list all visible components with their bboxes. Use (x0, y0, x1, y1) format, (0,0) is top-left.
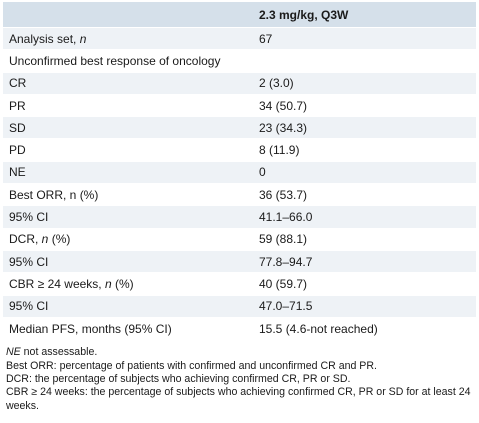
row-label: CBR ≥ 24 weeks, (9, 276, 105, 291)
row-value-cell: 8 (11.9) (253, 138, 476, 162)
row-label: PR (9, 98, 26, 113)
row-label-cell: PR (3, 94, 253, 118)
row-label-italic: n (41, 232, 49, 247)
table-row: CR 2 (3.0) (3, 72, 476, 95)
row-value-cell: 67 (253, 27, 476, 51)
row-value-cell: 59 (88.1) (253, 228, 476, 251)
row-label-cell: 95% CI (3, 295, 253, 318)
row-label-cell: 95% CI (3, 250, 253, 274)
row-label-cell: CR (3, 72, 253, 95)
document-page: 2.3 mg/kg, Q3W Analysis set, n 67 Unconfir… (0, 2, 479, 413)
row-label-cell: Analysis set, n (3, 27, 253, 51)
row-label-cell: Best ORR, n (%) (3, 183, 253, 207)
footnote-ne: NE not assessable. (6, 346, 472, 359)
row-label: 95% CI (9, 210, 49, 225)
table-row: Unconfirmed best response of oncology (3, 49, 476, 73)
row-value-cell: 34 (50.7) (253, 94, 476, 118)
row-label: 95% CI (9, 299, 49, 314)
results-table: 2.3 mg/kg, Q3W Analysis set, n 67 Unconfir… (3, 2, 476, 341)
row-value-cell: 23 (34.3) (253, 116, 476, 140)
row-label-cell: NE (3, 161, 253, 185)
row-label: Unconfirmed best response of oncology (9, 53, 221, 68)
row-value-cell: 77.8–94.7 (253, 250, 476, 274)
table-body: Analysis set, n 67 Unconfirmed best respon… (3, 27, 476, 341)
table-row: 95% CI 47.0–71.5 (3, 295, 476, 318)
table-row: Median PFS, months (95% CI) 15.5 (4.6-not… (3, 317, 476, 341)
footnote-orr: Best ORR: percentage of patients with co… (6, 359, 377, 372)
table-header-row: 2.3 mg/kg, Q3W (3, 2, 476, 28)
table-row: 95% CI 77.8–94.7 (3, 250, 476, 274)
row-label-cell: CBR ≥ 24 weeks, n (%) (3, 272, 253, 296)
footnote-dcr: DCR: the percentage of subjects who achi… (6, 372, 351, 385)
row-label: PD (9, 143, 26, 158)
row-label-cell: 95% CI (3, 205, 253, 229)
header-dose-cell: 2.3 mg/kg, Q3W (253, 2, 476, 28)
row-label-cell: Unconfirmed best response of oncology (3, 49, 253, 73)
row-value-cell: 41.1–66.0 (253, 205, 476, 229)
row-label-cell: SD (3, 116, 253, 140)
header-label-cell (3, 2, 253, 28)
table-row: NE 0 (3, 161, 476, 185)
footnote-ne-text: not assessable. (20, 346, 98, 359)
row-label: 95% CI (9, 254, 49, 269)
table-row: DCR, n (%) 59 (88.1) (3, 228, 476, 251)
table-row: PR 34 (50.7) (3, 94, 476, 118)
table-row: SD 23 (34.3) (3, 116, 476, 140)
footnote-ne-abbr: NE (6, 346, 21, 359)
row-value-cell (253, 49, 476, 73)
footnotes: NE not assessable. Best ORR: percentage … (6, 346, 472, 413)
row-value-cell: 47.0–71.5 (253, 295, 476, 318)
row-value-cell: 15.5 (4.6-not reached) (253, 317, 476, 341)
row-label-cell: DCR, n (%) (3, 228, 253, 251)
row-label: CR (9, 76, 27, 91)
row-label-italic: n (104, 276, 112, 291)
footnote-cbr: CBR ≥ 24 weeks: the percentage of subjec… (6, 386, 471, 412)
row-label: Best ORR, n (%) (9, 187, 99, 202)
table-row: PD 8 (11.9) (3, 138, 476, 162)
row-label: DCR, (9, 232, 42, 247)
table-row: Analysis set, n 67 (3, 27, 476, 51)
row-value-cell: 36 (53.7) (253, 183, 476, 207)
row-label: Analysis set, (9, 31, 80, 46)
row-label: Median PFS, months (95% CI) (9, 321, 172, 336)
row-value-cell: 2 (3.0) (253, 72, 476, 95)
row-label-cell: PD (3, 138, 253, 162)
row-label-italic: n (79, 31, 87, 46)
row-value-cell: 40 (59.7) (253, 272, 476, 296)
table-row: 95% CI 41.1–66.0 (3, 205, 476, 229)
row-label: NE (9, 165, 26, 180)
row-label-tail: (%) (48, 232, 71, 247)
table-row: Best ORR, n (%) 36 (53.7) (3, 183, 476, 207)
row-label-cell: Median PFS, months (95% CI) (3, 317, 253, 341)
row-label-tail: (%) (111, 276, 134, 291)
table-row: CBR ≥ 24 weeks, n (%) 40 (59.7) (3, 272, 476, 296)
row-value-cell: 0 (253, 161, 476, 185)
row-label: SD (9, 120, 26, 135)
